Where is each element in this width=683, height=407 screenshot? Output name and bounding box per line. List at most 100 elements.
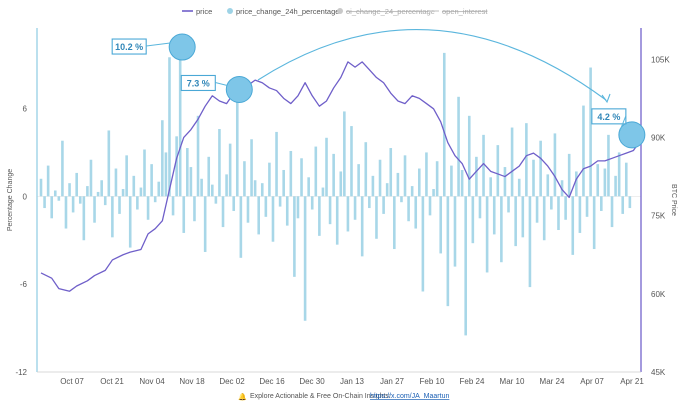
- pct-bar: [278, 196, 282, 207]
- pct-bar: [53, 190, 57, 197]
- y-right-tick-label: 90K: [651, 133, 666, 142]
- pct-bar: [235, 89, 239, 197]
- pct-bar: [425, 152, 428, 197]
- pct-bar: [285, 196, 289, 226]
- pct-bar: [360, 196, 364, 257]
- axes: -12 -6 0 6 45K 60K 75K 90K 105K Oct 07 Oct 21 Nov 0…: [7, 28, 677, 386]
- pct-bar: [164, 152, 168, 197]
- callout: 4.2 %: [591, 108, 646, 149]
- pct-bar: [214, 196, 218, 204]
- pct-bar: [585, 196, 589, 217]
- pct-bar: [575, 171, 578, 197]
- pct-bar: [628, 196, 632, 209]
- footer-link[interactable]: https://x.com/JA_Maartun: [370, 393, 449, 400]
- pct-bar: [168, 57, 171, 197]
- pct-bar: [596, 164, 600, 197]
- pct-bar: [289, 150, 293, 197]
- x-tick-label: Dec 30: [299, 377, 325, 386]
- pct-bar: [61, 140, 64, 197]
- pct-bar: [232, 196, 236, 211]
- pct-bar: [339, 171, 343, 197]
- pct-bar: [389, 148, 393, 197]
- footer-text: Explore Actionable & Free On-Chain Insig…: [250, 393, 391, 400]
- pct-bar: [296, 196, 300, 219]
- y-right-tick-label: 105K: [651, 55, 670, 64]
- pct-bar: [492, 196, 496, 235]
- pct-bar: [310, 196, 314, 210]
- pct-bar: [550, 196, 553, 210]
- pct-bar: [435, 161, 439, 197]
- x-tick-label: Dec 02: [219, 377, 245, 386]
- x-tick-label: Dec 16: [259, 377, 285, 386]
- pct-bar: [96, 191, 100, 197]
- callout-label: 7.3 %: [187, 78, 210, 88]
- pct-bar: [293, 196, 296, 277]
- annotations: 10.2 % 7.3 % 4.2 %: [111, 29, 646, 149]
- pct-bar: [221, 196, 225, 228]
- chart-legend: price price_change_24h_percentage oi_chang…: [182, 7, 488, 16]
- pct-bar: [353, 196, 357, 220]
- pct-bar: [371, 175, 375, 197]
- pct-bar: [39, 178, 43, 197]
- pct-bar: [500, 196, 503, 263]
- trend-arc: [257, 29, 607, 101]
- x-tick-label: Apr 21: [620, 377, 644, 386]
- pct-bar: [121, 189, 125, 197]
- pct-bar: [171, 196, 175, 216]
- legend-item: price: [182, 7, 212, 16]
- pct-bar: [346, 196, 350, 232]
- pct-bar: [128, 196, 132, 248]
- pct-bar: [186, 148, 189, 197]
- callout-connector: [215, 81, 228, 86]
- pct-bar: [325, 137, 328, 197]
- pct-bar: [489, 177, 492, 197]
- x-tick-label: Oct 07: [60, 377, 84, 386]
- pct-bar: [211, 184, 214, 197]
- x-tick-label: Jan 13: [340, 377, 365, 386]
- pct-bar: [182, 196, 186, 233]
- pct-bar: [528, 196, 532, 288]
- pct-bar: [139, 187, 143, 197]
- pct-bar: [64, 196, 68, 229]
- pct-bar: [450, 165, 453, 197]
- pct-bar: [300, 158, 303, 197]
- y-axis-right-title: BTC Price: [670, 184, 677, 216]
- y-right-tick-label: 45K: [651, 368, 666, 377]
- pct-bar: [542, 196, 546, 241]
- pct-bar: [421, 196, 425, 292]
- y-axis-left-title: Percentage Change: [7, 169, 14, 231]
- pct-bar: [100, 180, 103, 197]
- pct-bar: [507, 196, 510, 213]
- pct-bar: [114, 168, 118, 197]
- legend-label: oi_change_24_percentage: [346, 7, 435, 16]
- pct-bar: [260, 183, 264, 197]
- pct-bar: [150, 164, 153, 197]
- pct-bar: [521, 196, 525, 238]
- legend-label: open_interest: [442, 7, 488, 16]
- pct-bar: [243, 161, 246, 197]
- pct-bar: [535, 196, 539, 223]
- y-left-tick-label: 0: [23, 192, 28, 201]
- pct-bar: [357, 164, 360, 197]
- pct-bar: [193, 196, 196, 222]
- highlight-circle: [168, 33, 196, 61]
- pct-bar: [525, 123, 528, 197]
- footer: 🔔 Explore Actionable & Free On-Chain Insi…: [238, 392, 449, 401]
- pct-bar: [93, 196, 96, 223]
- pct-bar: [385, 183, 389, 197]
- pct-bar: [225, 174, 228, 197]
- pct-bar: [103, 196, 107, 206]
- pct-bar: [403, 155, 407, 197]
- pct-bar: [303, 196, 307, 321]
- pct-bar: [321, 187, 325, 197]
- pct-bar: [268, 162, 271, 197]
- pct-bar: [86, 186, 89, 197]
- pct-bar: [75, 172, 78, 197]
- x-tick-label: Jan 27: [380, 377, 405, 386]
- pct-bar: [478, 196, 482, 219]
- callout-box: [111, 38, 147, 55]
- pct-bar: [189, 167, 193, 197]
- pct-bar: [621, 196, 625, 214]
- x-tick-label: Oct 21: [100, 377, 124, 386]
- pct-bar: [200, 178, 203, 197]
